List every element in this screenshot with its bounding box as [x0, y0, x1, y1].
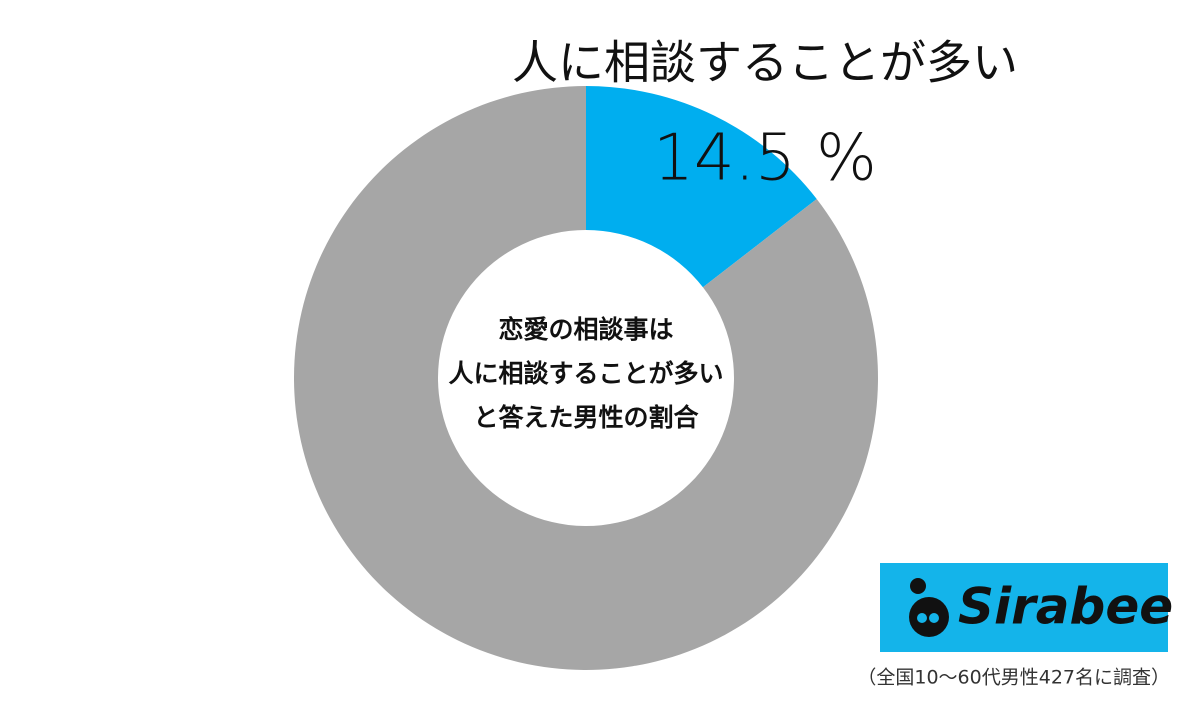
donut-segment	[586, 86, 817, 288]
logo-icon	[909, 578, 949, 637]
category-label: 人に相談することが多い	[512, 36, 1018, 90]
center-line: 人に相談することが多い	[448, 359, 723, 388]
center-line: と答えた男性の割合	[473, 403, 699, 432]
center-text: 恋愛の相談事は 人に相談することが多い と答えた男性の割合	[448, 315, 723, 432]
donut-segment	[294, 86, 879, 670]
footnote: （全国10～60代男性427名に調査）	[857, 667, 1170, 689]
logo-text: Sirabee	[958, 578, 1173, 636]
center-line: 恋愛の相談事は	[498, 315, 673, 344]
value-label: 14.5 %	[653, 122, 877, 196]
